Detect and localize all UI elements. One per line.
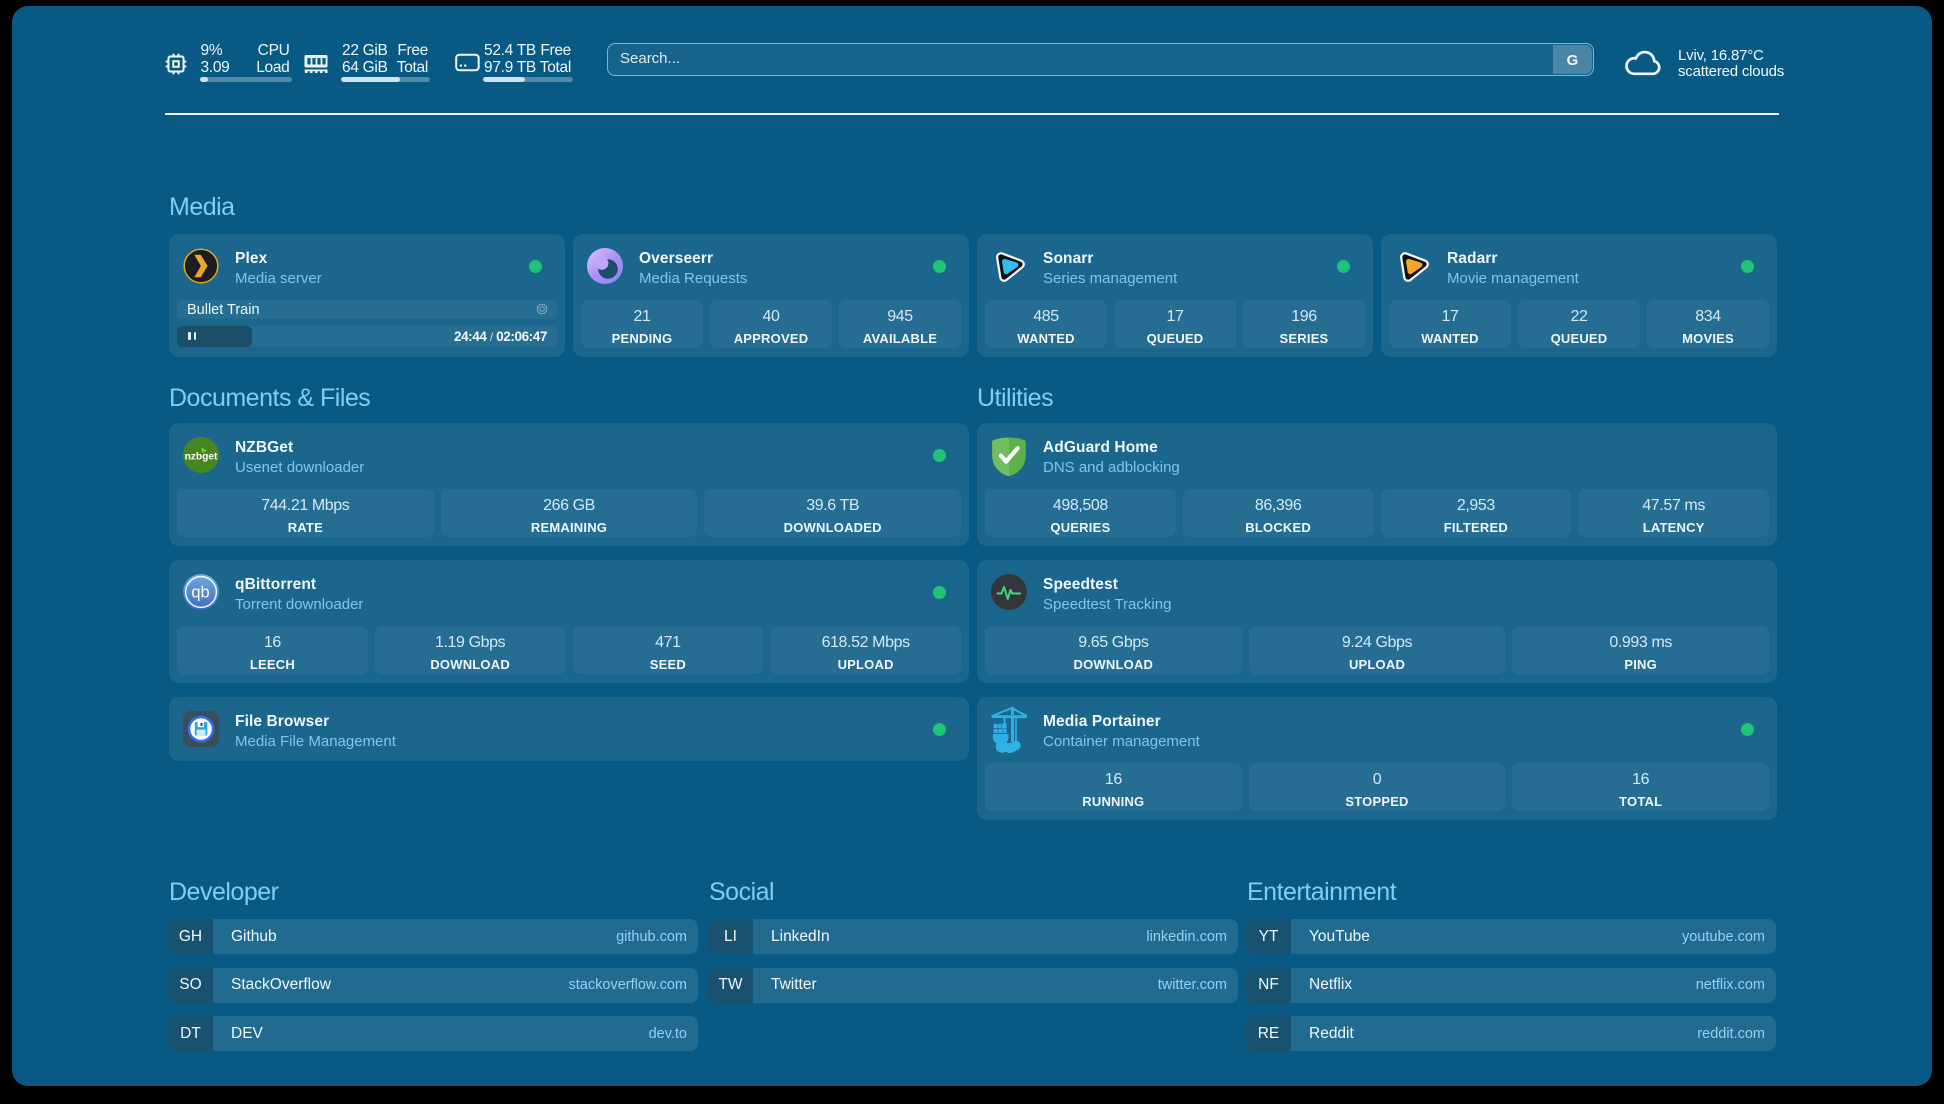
svg-text:nzbget: nzbget [185, 451, 218, 462]
svg-text:qb: qb [191, 584, 209, 602]
